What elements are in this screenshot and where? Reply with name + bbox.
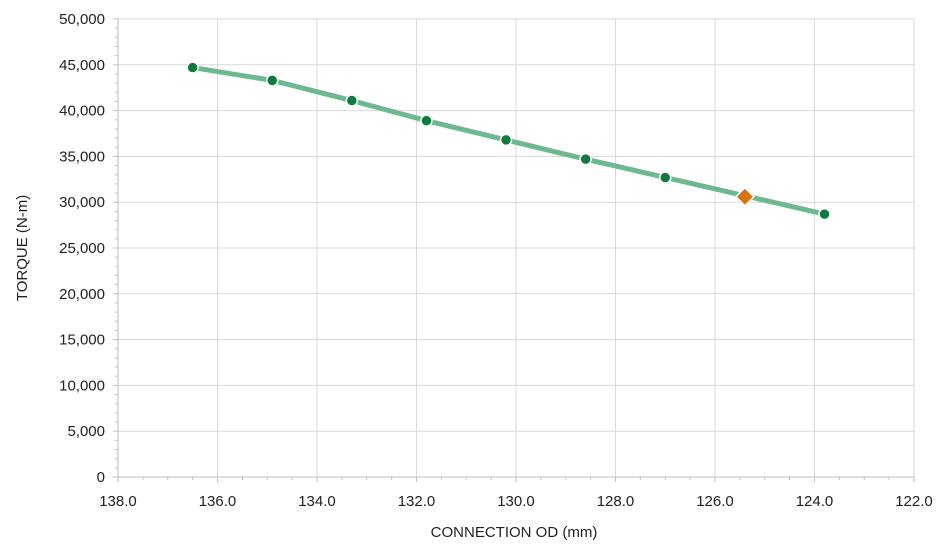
highlight-point bbox=[736, 188, 754, 206]
x-tick-labels: 138.0 136.0 134.0 132.0 130.0 128.0 126.0 124.0… bbox=[99, 493, 933, 510]
x-tick-label: 126.0 bbox=[696, 493, 734, 510]
data-series bbox=[187, 62, 830, 220]
data-point bbox=[267, 75, 278, 86]
y-tick-label: 50,000 bbox=[59, 11, 105, 28]
x-tick-label: 122.0 bbox=[895, 493, 933, 510]
x-tick-label: 136.0 bbox=[199, 493, 237, 510]
data-point bbox=[580, 154, 591, 165]
y-tick-label: 30,000 bbox=[59, 194, 105, 211]
y-tick-label: 25,000 bbox=[59, 240, 105, 257]
y-tick-label: 0 bbox=[97, 469, 105, 486]
y-tick-label: 40,000 bbox=[59, 103, 105, 120]
x-tick-label: 138.0 bbox=[99, 493, 137, 510]
x-tick-label: 132.0 bbox=[398, 493, 436, 510]
y-tick-label: 5,000 bbox=[67, 423, 105, 440]
x-tick-label: 124.0 bbox=[796, 493, 834, 510]
data-point bbox=[501, 134, 512, 145]
y-tick-label: 45,000 bbox=[59, 57, 105, 74]
data-point bbox=[819, 209, 830, 220]
x-tick-label: 134.0 bbox=[298, 493, 336, 510]
y-tick-label: 10,000 bbox=[59, 377, 105, 394]
grid-lines bbox=[118, 19, 914, 477]
x-axis-title: CONNECTION OD (mm) bbox=[431, 524, 598, 541]
y-tick-labels: 0 5,000 10,000 15,000 20,000 25,000 30,000 35,0… bbox=[59, 11, 105, 486]
y-tick-label: 20,000 bbox=[59, 286, 105, 303]
data-point bbox=[346, 95, 357, 106]
x-tick-label: 128.0 bbox=[597, 493, 635, 510]
y-tick-label: 15,000 bbox=[59, 332, 105, 349]
data-point bbox=[421, 115, 432, 126]
x-tick-label: 130.0 bbox=[497, 493, 535, 510]
data-point bbox=[660, 172, 671, 183]
y-tick-label: 35,000 bbox=[59, 148, 105, 165]
y-axis-title: TORQUE (N-m) bbox=[14, 195, 31, 301]
data-point bbox=[187, 62, 198, 73]
axes bbox=[113, 19, 914, 482]
